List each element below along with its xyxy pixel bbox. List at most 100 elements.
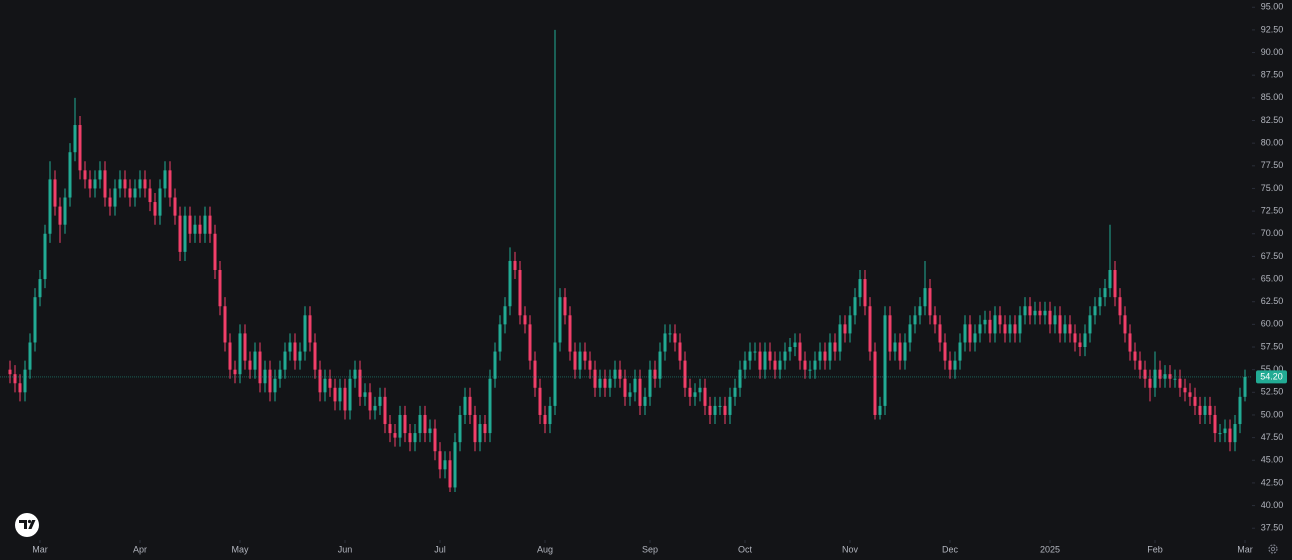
y-tick-label: 87.50 — [1261, 70, 1284, 80]
candle-body — [978, 324, 982, 334]
candle-body — [273, 378, 277, 393]
candle-body — [358, 369, 362, 397]
candle-body — [668, 333, 672, 335]
candle-body — [933, 315, 937, 325]
candle-body — [848, 315, 852, 334]
candle-body — [663, 333, 667, 352]
candle-body — [133, 188, 137, 198]
candle-body — [1118, 297, 1122, 316]
candle-body — [888, 315, 892, 352]
candle-body — [18, 383, 22, 393]
candle-body — [63, 197, 67, 225]
candle-body — [1143, 369, 1147, 379]
candle-body — [43, 233, 47, 280]
candle-body — [1208, 405, 1212, 415]
candle-body — [503, 306, 507, 325]
candle-body — [963, 324, 967, 343]
x-tick-label: Mar — [32, 544, 48, 554]
candle-body — [238, 333, 242, 375]
candle-body — [708, 405, 712, 415]
y-tick-label: 90.00 — [1261, 47, 1284, 57]
candle-body — [508, 260, 512, 307]
candle-body — [443, 460, 447, 470]
candle-body — [73, 125, 77, 153]
candle-body — [698, 387, 702, 393]
candle-body — [253, 351, 257, 370]
candle-body — [228, 342, 232, 370]
candle-body — [383, 396, 387, 425]
candle-body — [1178, 378, 1182, 388]
candle-body — [448, 460, 452, 488]
candle-body — [593, 369, 597, 388]
y-tick-label: 82.50 — [1261, 115, 1284, 125]
candle-body — [548, 405, 552, 425]
candle-body — [723, 405, 727, 415]
candle-body — [758, 351, 762, 370]
candle-body — [148, 188, 152, 203]
candle-body — [423, 414, 427, 434]
candle-body — [163, 170, 167, 189]
candle-body — [1018, 315, 1022, 334]
candle-body — [283, 351, 287, 370]
candle-body — [618, 369, 622, 379]
candle-body — [8, 369, 12, 375]
candle-body — [323, 378, 327, 393]
candle-body — [858, 279, 862, 298]
candle-body — [418, 414, 422, 434]
candle-body — [688, 387, 692, 397]
candle-body — [903, 342, 907, 361]
candle-body — [88, 179, 92, 189]
x-tick-label: Feb — [1147, 544, 1163, 554]
x-tick-label: Dec — [942, 544, 959, 554]
x-tick-label: 2025 — [1040, 544, 1060, 554]
candle-body — [48, 179, 52, 234]
candle-body — [218, 270, 222, 307]
candle-body — [488, 378, 492, 434]
candle-body — [1223, 428, 1227, 434]
candle-body — [223, 306, 227, 343]
candle-body — [558, 297, 562, 343]
candle-body — [393, 433, 397, 438]
y-tick-label: 65.00 — [1261, 273, 1284, 283]
candle-body — [808, 369, 812, 371]
candle-body — [1243, 376, 1247, 397]
candle-body — [458, 414, 462, 443]
candle-body — [183, 215, 187, 252]
x-tick-label: Aug — [537, 544, 553, 554]
x-tick-label: Mar — [1237, 544, 1253, 554]
candle-body — [1088, 315, 1092, 334]
candle-body — [1043, 310, 1047, 316]
candle-body — [178, 215, 182, 252]
candle-body — [938, 324, 942, 343]
candle-body — [1123, 315, 1127, 334]
candle-body — [1023, 306, 1027, 316]
candle-body — [778, 360, 782, 370]
candle-body — [728, 396, 732, 415]
candle-body — [1003, 324, 1007, 334]
candle-body — [453, 442, 457, 488]
candle-body — [553, 342, 557, 406]
settings-icon[interactable] — [1268, 544, 1278, 554]
y-tick-label: 85.00 — [1261, 92, 1284, 102]
y-tick-label: 47.50 — [1261, 432, 1284, 442]
y-tick-label: 72.50 — [1261, 205, 1284, 215]
candle-body — [803, 360, 807, 370]
candle-body — [368, 392, 372, 411]
candle-body — [1033, 310, 1037, 316]
candle-body — [733, 387, 737, 397]
candle-body — [638, 378, 642, 406]
candle-body — [93, 179, 97, 189]
candle-body — [303, 315, 307, 352]
candle-body — [783, 351, 787, 361]
candle-body — [673, 333, 677, 343]
y-tick-label: 40.00 — [1261, 500, 1284, 510]
candle-body — [288, 342, 292, 352]
candle-body — [833, 342, 837, 352]
candle-body — [958, 342, 962, 361]
price-label: 54.20 — [1260, 371, 1283, 381]
candle-body — [588, 360, 592, 370]
candle-body — [1078, 342, 1082, 348]
candle-body — [23, 369, 27, 393]
candle-body — [108, 197, 112, 207]
candle-body — [363, 392, 367, 397]
